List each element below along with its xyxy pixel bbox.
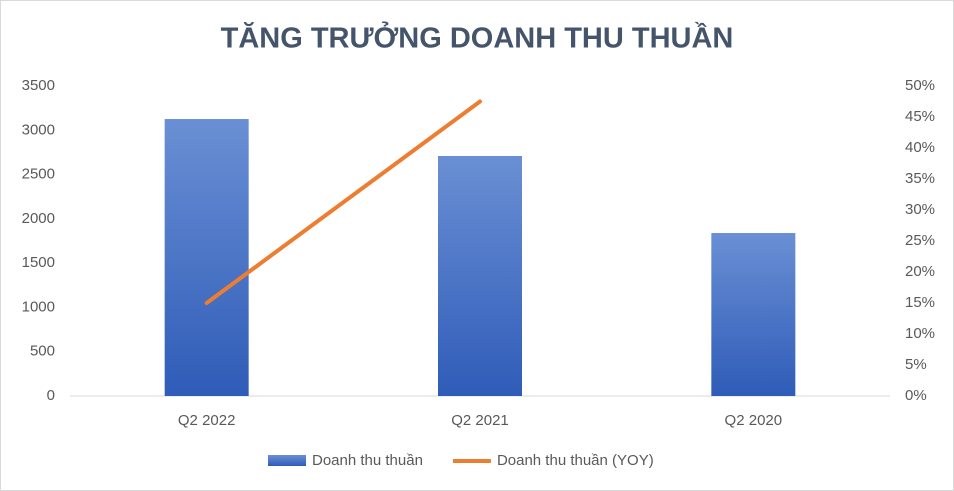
chart-title: TĂNG TRƯỞNG DOANH THU THUẦN bbox=[221, 21, 734, 55]
y2-tick-label: 5% bbox=[905, 356, 927, 373]
bar bbox=[438, 155, 522, 396]
y-tick-label: 2000 bbox=[22, 210, 55, 227]
y2-tick-label: 15% bbox=[905, 294, 935, 311]
x-tick-label: Q2 2022 bbox=[178, 412, 236, 429]
y-tick-label: 1000 bbox=[22, 298, 55, 315]
y2-tick-label: 45% bbox=[905, 108, 935, 125]
y2-tick-label: 10% bbox=[905, 325, 935, 342]
y2-tick-label: 25% bbox=[905, 232, 935, 249]
bar bbox=[164, 119, 249, 396]
y-tick-label: 2500 bbox=[22, 166, 55, 183]
y2-tick-label: 50% bbox=[905, 77, 935, 94]
y-tick-label: 1500 bbox=[22, 254, 55, 271]
y2-tick-label: 20% bbox=[905, 263, 935, 280]
x-tick-label: Q2 2020 bbox=[725, 412, 783, 429]
x-tick-label: Q2 2021 bbox=[451, 412, 509, 429]
y2-tick-label: 0% bbox=[905, 387, 927, 404]
legend-label: Doanh thu thuần (YOY) bbox=[497, 452, 654, 469]
y2-tick-label: 30% bbox=[905, 201, 935, 218]
bar bbox=[711, 233, 796, 396]
legend-swatch bbox=[268, 455, 306, 466]
y-tick-label: 3000 bbox=[22, 121, 55, 138]
line bbox=[204, 99, 482, 305]
y-tick-label: 3500 bbox=[22, 77, 55, 94]
y-tick-label: 500 bbox=[30, 343, 55, 360]
legend-label: Doanh thu thuần bbox=[312, 452, 423, 469]
y2-tick-label: 40% bbox=[905, 139, 935, 156]
y2-tick-label: 35% bbox=[905, 170, 935, 187]
y-tick-label: 0 bbox=[47, 387, 55, 404]
